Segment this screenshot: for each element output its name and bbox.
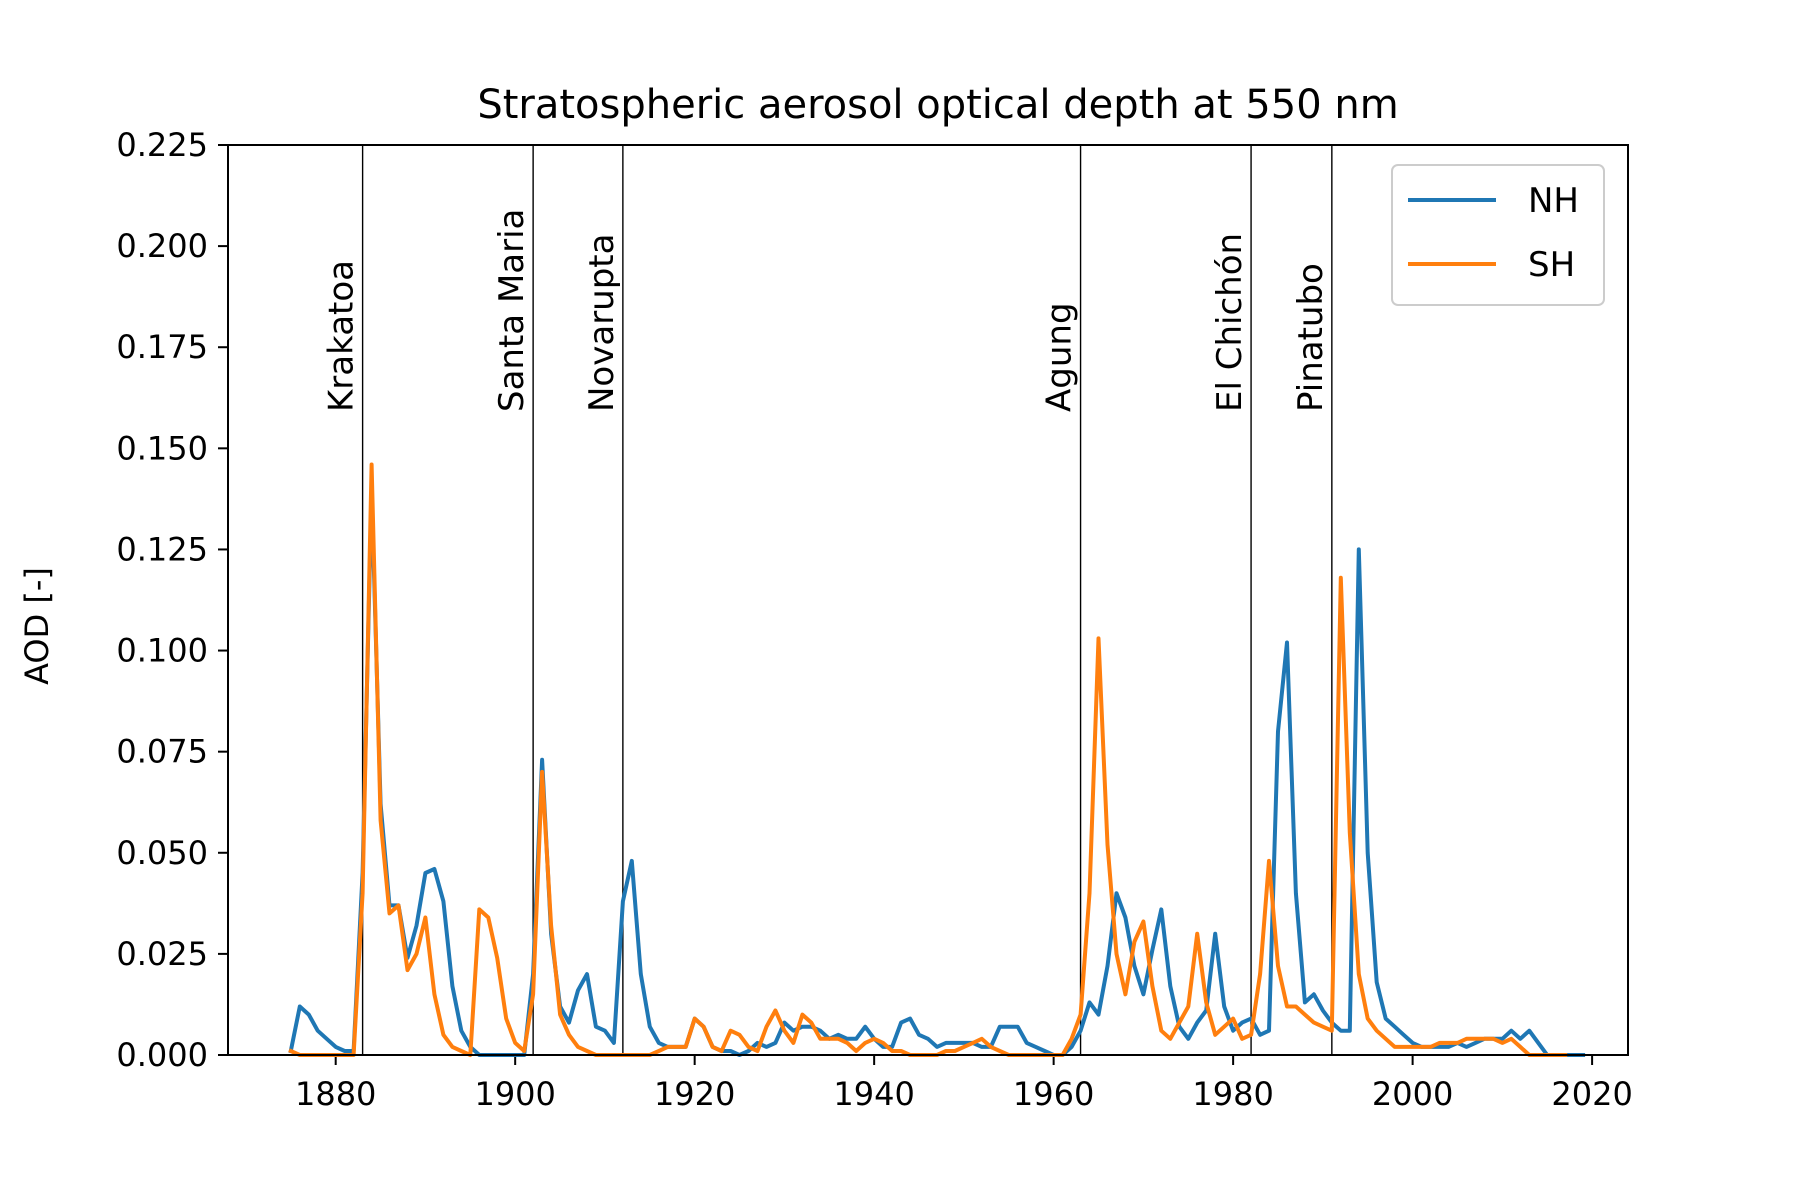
y-tick-label: 0.175 xyxy=(116,328,208,366)
y-axis-label: AOD [-] xyxy=(18,567,56,685)
legend: NH SH xyxy=(1391,164,1605,306)
x-tick-label: 1900 xyxy=(474,1075,555,1113)
x-tick-label: 1940 xyxy=(833,1075,914,1113)
y-tick-label: 0.025 xyxy=(116,935,208,973)
y-tick-label: 0.150 xyxy=(116,429,208,467)
x-tick-label: 1880 xyxy=(295,1075,376,1113)
x-tick-label: 1980 xyxy=(1192,1075,1273,1113)
y-tick-label: 0.000 xyxy=(116,1036,208,1074)
x-tick-label: 1920 xyxy=(654,1075,735,1113)
y-tick-label: 0.075 xyxy=(116,733,208,771)
chart-title: Stratospheric aerosol optical depth at 5… xyxy=(477,82,1398,128)
x-tick-label: 2000 xyxy=(1372,1075,1453,1113)
x-tick-label: 2020 xyxy=(1551,1075,1632,1113)
y-tick-label: 0.100 xyxy=(116,632,208,670)
y-tick-label: 0.200 xyxy=(116,227,208,265)
eruption-label: Novarupta xyxy=(582,234,622,412)
y-tick-label: 0.225 xyxy=(116,126,208,164)
y-tick-label: 0.050 xyxy=(116,834,208,872)
eruption-label: Krakatoa xyxy=(322,260,362,412)
plot-area: 1880 1900 1920 1940 1960 1980 2000 2020 0.000 0.0… xyxy=(116,126,1632,1113)
x-tick-label: 1960 xyxy=(1013,1075,1094,1113)
y-tick-label: 0.125 xyxy=(116,530,208,568)
eruption-label: El Chichón xyxy=(1210,233,1250,412)
legend-label-nh: NH xyxy=(1528,181,1579,221)
series-line-nh xyxy=(288,486,1586,1057)
legend-label-sh: SH xyxy=(1528,245,1575,285)
eruption-label: Santa Maria xyxy=(492,209,532,412)
plot-frame xyxy=(227,144,1629,1056)
eruption-label: Agung xyxy=(1040,302,1080,412)
eruption-label: Pinatubo xyxy=(1291,263,1331,412)
